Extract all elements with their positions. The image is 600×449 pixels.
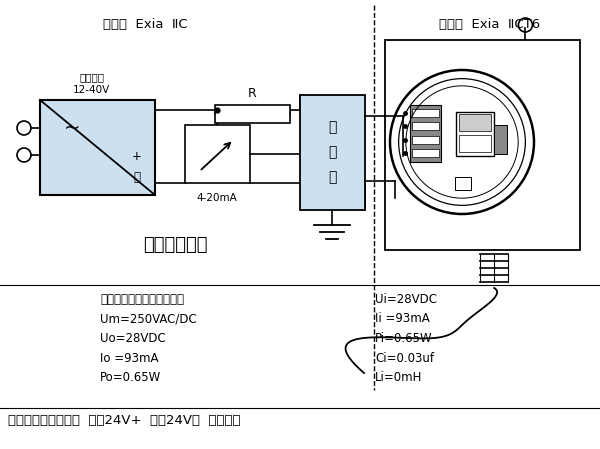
Bar	[412, 123, 439, 131]
Bar	[410, 105, 441, 162]
Text: 安
全
栅: 安 全 栅	[328, 120, 336, 184]
Bar	[215, 105, 290, 123]
Text: ~: ~	[64, 119, 80, 138]
Bar	[300, 95, 365, 210]
Bar	[412, 149, 439, 157]
Text: 4-20mA: 4-20mA	[197, 193, 238, 203]
Text: R: R	[248, 87, 256, 100]
Text: 注：一体化接线方式  红：24V+  蓝：24V－  黑：接地: 注：一体化接线方式 红：24V+ 蓝：24V－ 黑：接地	[8, 414, 241, 427]
Text: 本安型接线图: 本安型接线图	[143, 236, 207, 254]
Text: （参见安全栅适用说明书）
Um=250VAC/DC
Uo=28VDC
Io =93mA
Po=0.65W: （参见安全栅适用说明书） Um=250VAC/DC Uo=28VDC Io =9…	[100, 293, 197, 384]
Text: +: +	[131, 150, 142, 163]
Bar	[412, 109, 439, 117]
Text: Ui=28VDC
Ii =93mA
Pi=0.65W
Ci=0.03uf
Li=0mH: Ui=28VDC Ii =93mA Pi=0.65W Ci=0.03uf Li=…	[375, 293, 437, 384]
Bar	[185, 125, 250, 183]
Bar	[455, 176, 470, 189]
Bar	[412, 136, 439, 144]
Bar	[494, 125, 506, 154]
Text: 危险区  Exia  ⅡCT6: 危险区 Exia ⅡCT6	[439, 18, 541, 31]
Text: 12-40V: 12-40V	[73, 85, 110, 95]
Bar	[40, 100, 155, 195]
Text: 直流电源: 直流电源	[79, 72, 104, 82]
Bar	[456, 112, 494, 156]
Text: －: －	[133, 172, 140, 185]
Text: 安全区  Exia  ⅡC: 安全区 Exia ⅡC	[103, 18, 187, 31]
Bar	[459, 114, 491, 131]
Bar	[459, 135, 491, 152]
Bar	[385, 40, 580, 250]
